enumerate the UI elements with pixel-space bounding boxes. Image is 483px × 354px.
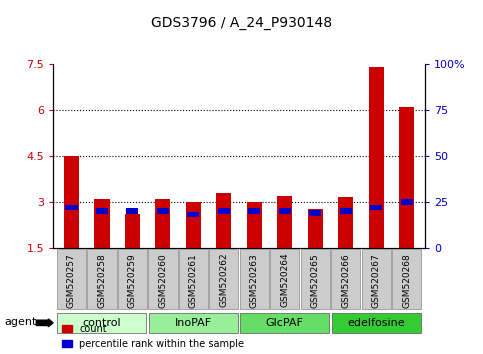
Text: GSM520259: GSM520259 [128,253,137,308]
FancyBboxPatch shape [118,249,147,308]
Text: GSM520264: GSM520264 [280,253,289,307]
Bar [126,208,139,214]
Text: GSM520261: GSM520261 [189,253,198,308]
Bar [370,205,383,210]
FancyBboxPatch shape [148,249,178,308]
Bar [96,208,108,214]
FancyBboxPatch shape [149,313,238,333]
Text: GSM520263: GSM520263 [250,253,259,308]
Text: GlcPAF: GlcPAF [266,318,304,328]
Text: GSM520257: GSM520257 [67,253,76,308]
Bar [65,205,77,210]
FancyBboxPatch shape [362,249,391,308]
Text: GDS3796 / A_24_P930148: GDS3796 / A_24_P930148 [151,16,332,30]
Bar [399,107,414,248]
Text: control: control [83,318,121,328]
Bar [94,199,110,248]
FancyBboxPatch shape [241,313,329,333]
Bar [309,210,321,216]
Bar [401,199,413,205]
Bar [369,67,384,248]
Text: GSM520258: GSM520258 [98,253,106,308]
Text: GSM520268: GSM520268 [402,253,411,308]
Bar [125,214,140,248]
Bar [216,193,231,248]
Text: GSM520267: GSM520267 [372,253,381,308]
FancyBboxPatch shape [270,249,299,308]
Bar [277,196,292,248]
Text: GSM520266: GSM520266 [341,253,350,308]
FancyBboxPatch shape [240,249,269,308]
Bar [157,208,169,214]
Text: InoPAF: InoPAF [175,318,212,328]
Bar [64,156,79,248]
FancyBboxPatch shape [87,249,116,308]
Bar [308,210,323,248]
FancyBboxPatch shape [57,249,86,308]
FancyBboxPatch shape [392,249,421,308]
Bar [248,208,260,214]
FancyBboxPatch shape [57,313,146,333]
Text: agent: agent [5,317,37,327]
FancyBboxPatch shape [209,249,239,308]
FancyBboxPatch shape [179,249,208,308]
Text: edelfosine: edelfosine [347,318,405,328]
Legend: count, percentile rank within the sample: count, percentile rank within the sample [58,320,248,353]
Text: GSM520262: GSM520262 [219,253,228,307]
Bar [247,202,262,248]
FancyBboxPatch shape [300,249,330,308]
Bar [279,208,291,214]
FancyBboxPatch shape [332,313,421,333]
Bar [155,199,170,248]
Text: GSM520260: GSM520260 [158,253,168,308]
Text: GSM520265: GSM520265 [311,253,320,308]
Bar [187,212,199,217]
FancyBboxPatch shape [331,249,360,308]
Bar [340,208,352,214]
Bar [218,208,230,214]
Bar [186,202,201,248]
Bar [338,197,354,248]
